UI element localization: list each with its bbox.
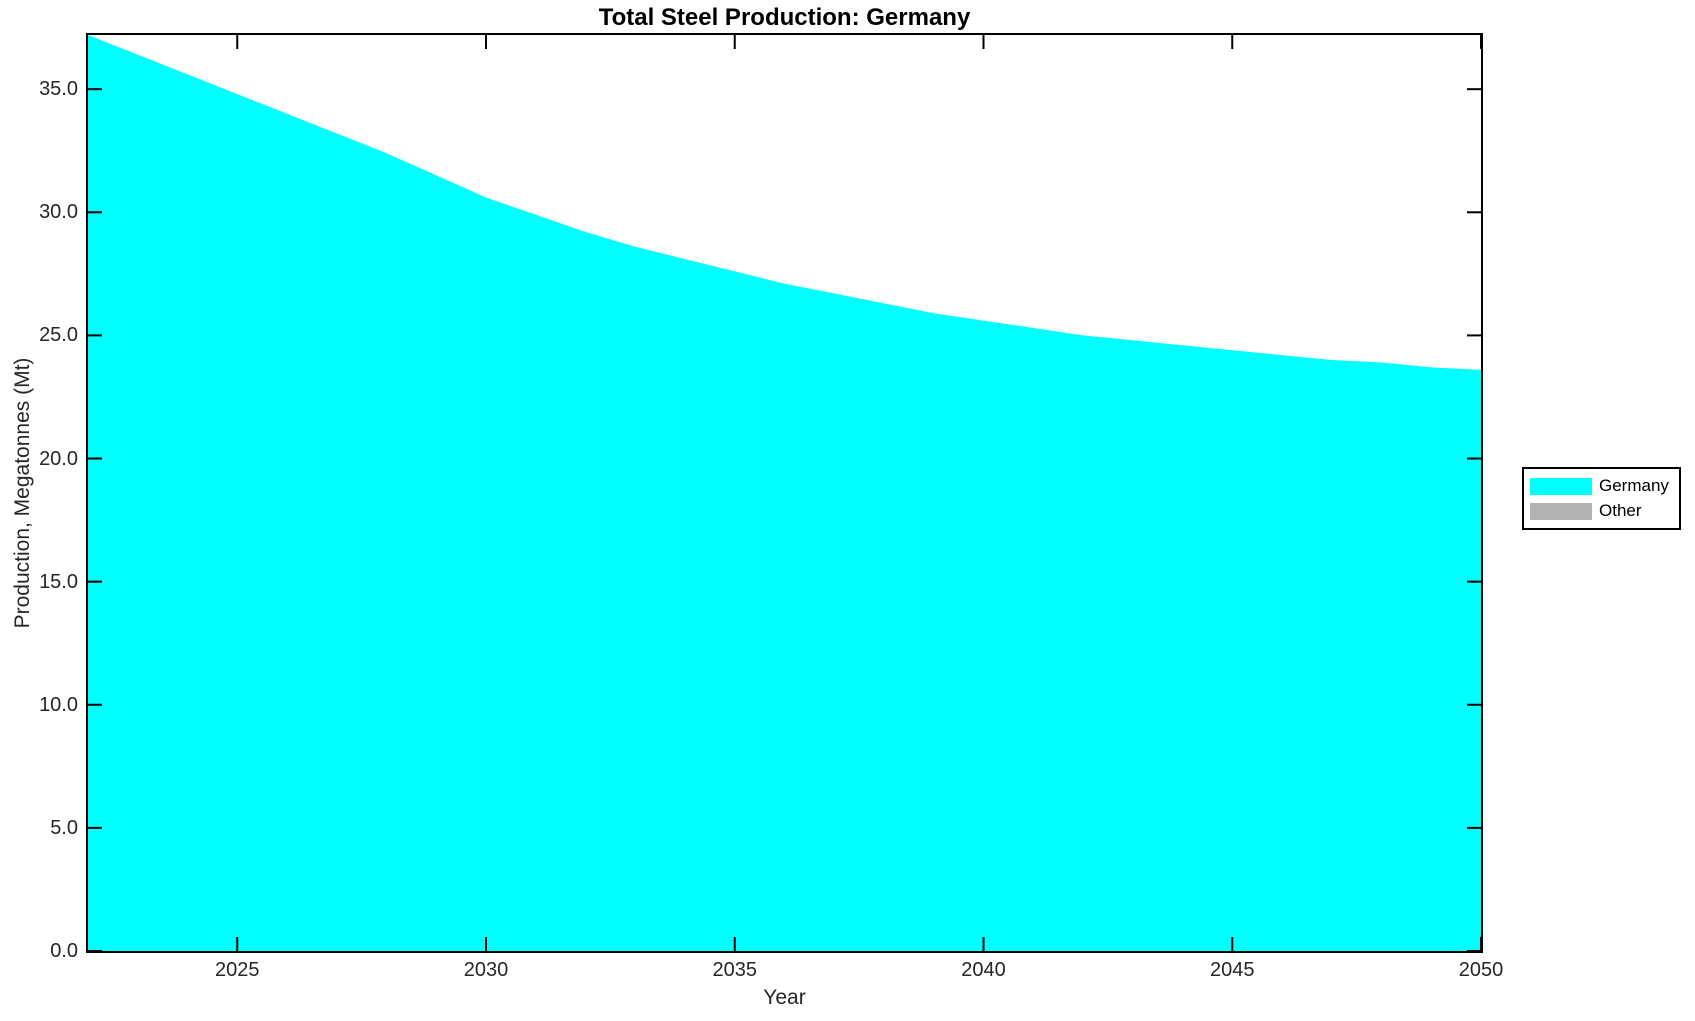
y-tick-label: 25.0 (39, 324, 78, 347)
germany-series-swatch (1530, 477, 1592, 495)
area-series-germany (88, 35, 1481, 951)
legend-item-germany: Germany (1530, 476, 1669, 496)
y-tick-label: 10.0 (39, 693, 78, 716)
plot-canvas (88, 35, 1481, 951)
chart-title: Total Steel Production: Germany (598, 4, 971, 31)
legend-label-germany: Germany (1599, 476, 1669, 495)
x-tick-label: 2040 (961, 959, 1006, 981)
y-tick-label: 0.0 (50, 940, 78, 962)
x-tick-label: 2045 (1210, 959, 1255, 981)
y-tick-label: 20.0 (39, 447, 78, 470)
plot-area (86, 33, 1483, 953)
legend-label-other: Other (1599, 501, 1642, 520)
x-tick-label: 2035 (712, 959, 758, 981)
y-tick-label: 30.0 (39, 201, 78, 224)
x-tick-label: 2025 (215, 959, 260, 981)
y-tick-label: 15.0 (39, 570, 78, 593)
y-tick-label: 5.0 (50, 816, 78, 839)
x-axis-label: Year (763, 986, 806, 1009)
legend: Germany Other (1522, 467, 1681, 530)
x-tick-label: 2050 (1458, 959, 1504, 981)
y-tick-label: 35.0 (39, 78, 78, 101)
legend-item-other: Other (1530, 501, 1669, 521)
x-tick-label: 2030 (463, 959, 509, 981)
other-series-swatch (1530, 502, 1592, 520)
